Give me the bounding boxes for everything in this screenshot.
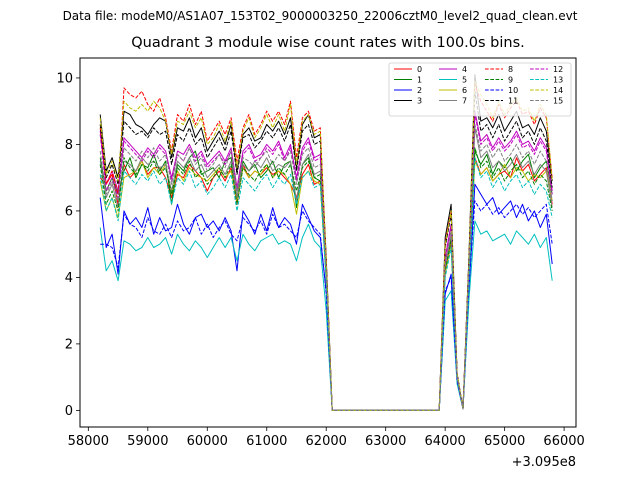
legend-label: 8 (508, 65, 513, 74)
legend-item-11: 11 (485, 97, 518, 106)
x-tick: 66000 (543, 427, 585, 449)
series-line-10 (100, 200, 553, 411)
legend-item-4: 4 (439, 65, 467, 74)
legend-label: 5 (462, 76, 467, 85)
legend-label: 13 (553, 76, 563, 85)
legend-item-9: 9 (485, 76, 513, 85)
x-tick: 64000 (424, 427, 466, 449)
x-tick: 62000 (306, 427, 347, 449)
y-tick: 2 (65, 337, 80, 352)
legend-item-0: 0 (394, 65, 422, 74)
y-tick-label: 6 (65, 204, 73, 219)
legend-label: 9 (508, 76, 513, 85)
y-tick: 0 (65, 404, 80, 419)
legend-label: 0 (417, 65, 422, 74)
y-tick-label: 2 (65, 337, 73, 352)
x-tick-label: 58000 (68, 434, 109, 449)
legend-label: 3 (417, 97, 422, 106)
y-tick: 10 (56, 71, 80, 86)
legend-item-12: 12 (530, 65, 563, 74)
x-tick: 60000 (187, 427, 228, 449)
legend-label: 2 (417, 86, 422, 95)
legend-item-8: 8 (485, 65, 513, 74)
x-tick: 61000 (246, 427, 287, 449)
series-line-15 (99, 124, 553, 411)
x-tick-label: 63000 (365, 434, 406, 449)
legend-item-5: 5 (439, 76, 467, 85)
x-tick-label: 61000 (246, 434, 287, 449)
series-line-13 (99, 157, 553, 411)
series-line-3 (99, 74, 553, 411)
legend-label: 15 (553, 97, 563, 106)
y-tick: 4 (65, 271, 80, 286)
legend-label: 6 (462, 86, 467, 95)
x-axis: 58000 59000 60000 61000 62000 63000 64000 65000… (68, 427, 585, 449)
series-layer (99, 74, 553, 411)
x-tick-label: 60000 (187, 434, 228, 449)
y-tick-label: 4 (65, 271, 73, 286)
legend-item-3: 3 (394, 97, 422, 106)
suptitle-data-file: Data file: modeM0/AS1A07_153T02_90000032… (62, 9, 578, 23)
legend-label: 14 (553, 86, 563, 95)
legend-item-14: 14 (530, 86, 563, 95)
x-tick-label: 65000 (484, 434, 525, 449)
x-tick-label: 66000 (543, 434, 584, 449)
x-tick: 59000 (127, 427, 168, 449)
legend-item-2: 2 (394, 86, 422, 95)
y-tick: 6 (65, 204, 80, 219)
legend-item-1: 1 (394, 76, 422, 85)
legend-item-6: 6 (439, 86, 467, 95)
x-tick-label: 64000 (424, 434, 465, 449)
y-axis: 0 2 4 6 8 10 (56, 71, 80, 419)
legend-label: 4 (462, 65, 467, 74)
legend-label: 1 (417, 76, 422, 85)
series-line-5 (99, 220, 553, 411)
y-tick: 8 (65, 138, 80, 153)
x-tick: 63000 (365, 427, 406, 449)
legend-item-10: 10 (485, 86, 518, 95)
legend-label: 10 (508, 86, 518, 95)
legend-label: 11 (508, 97, 518, 106)
y-tick-label: 0 (65, 404, 73, 419)
series-line-11 (99, 90, 553, 411)
legend-item-7: 7 (439, 97, 467, 106)
x-offset-label: +3.095e8 (512, 455, 576, 470)
y-tick-label: 8 (65, 138, 73, 153)
x-tick-label: 59000 (127, 434, 168, 449)
legend-item-15: 15 (530, 97, 563, 106)
x-tick: 65000 (484, 427, 525, 449)
legend-label: 12 (553, 65, 563, 74)
x-tick-label: 62000 (306, 434, 347, 449)
legend-item-13: 13 (530, 76, 563, 85)
y-tick-label: 10 (56, 71, 73, 86)
chart-title: Quadrant 3 module wise count rates with … (131, 35, 525, 51)
legend-label: 7 (462, 97, 467, 106)
x-tick: 58000 (68, 427, 109, 449)
plot-frame (79, 57, 577, 428)
legend-frame (388, 62, 572, 117)
